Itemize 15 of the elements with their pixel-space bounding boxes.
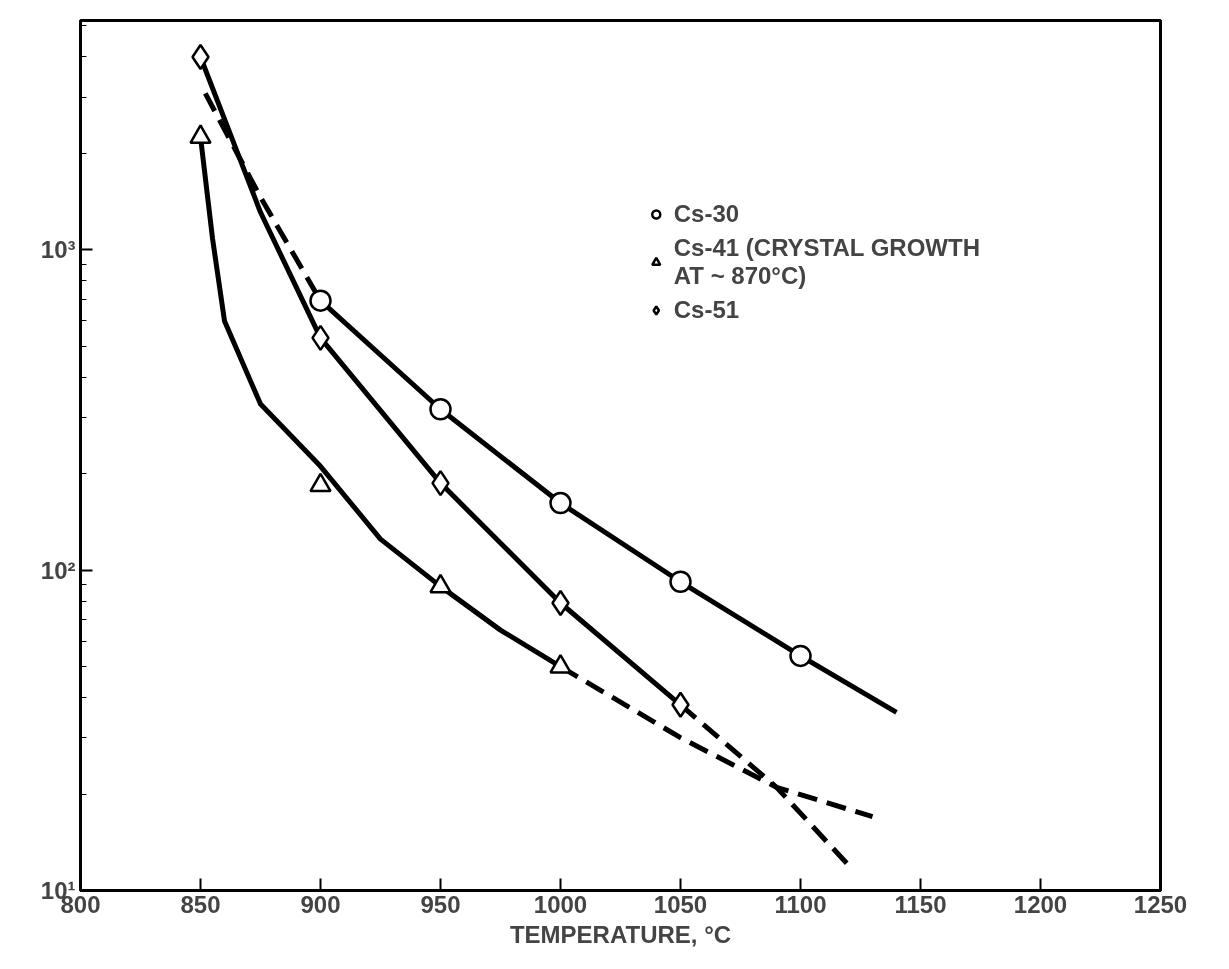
- y-tick-label: 10³: [40, 236, 76, 264]
- x-tick-label: 1000: [533, 890, 588, 918]
- x-tick-label: 1200: [1013, 890, 1068, 918]
- x-axis-title: TEMPERATURE, °C: [509, 920, 732, 948]
- x-tick-label: 1250: [1133, 890, 1188, 918]
- x-tick-label: 950: [420, 890, 461, 918]
- legend-label: Cs-41 (CRYSTAL GROWTH AT ~ 870°C): [673, 234, 980, 290]
- x-tick-label: 1150: [894, 890, 947, 918]
- x-tick-label: 850: [180, 890, 221, 918]
- legend-label: Cs-30: [673, 200, 740, 228]
- x-tick-label: 1100: [774, 890, 827, 918]
- y-tick-label: 10²: [40, 556, 76, 584]
- x-tick-label: 900: [300, 890, 341, 918]
- x-tick-label: 1050: [653, 890, 708, 918]
- legend-label: Cs-51: [673, 296, 740, 324]
